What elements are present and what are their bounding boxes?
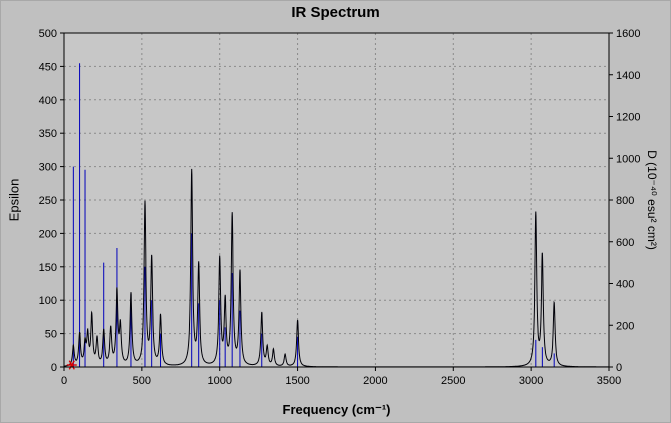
y-right-tick-label: 800 (616, 195, 634, 207)
y-right-tick-label: 200 (616, 320, 634, 332)
x-tick-label: 0 (61, 375, 67, 387)
y-left-tick-label: 100 (39, 295, 57, 307)
y-left-tick-label: 500 (39, 28, 57, 40)
y-left-tick-label: 400 (39, 95, 57, 107)
y-right-tick-label: 1400 (616, 70, 640, 82)
cursor-marker[interactable] (66, 360, 77, 370)
y-right-tick-label: 400 (616, 279, 634, 291)
y-right-tick-label: 1000 (616, 153, 640, 165)
x-tick-label: 500 (133, 375, 151, 387)
intensity-sticks (72, 63, 555, 367)
x-tick-label: 2000 (363, 375, 387, 387)
x-tick-label: 3000 (519, 375, 543, 387)
x-tick-label: 3500 (597, 375, 621, 387)
x-tick-label: 1500 (285, 375, 309, 387)
y-axis-label-right: D (10⁻⁴⁰ esu² cm²) (645, 150, 659, 250)
y-left-tick-label: 50 (45, 329, 57, 341)
chart-title: IR Spectrum (291, 4, 380, 21)
axis-ticks: 0 50 100 150 200 250 300 350 400 450 500 0 200 400 600… (39, 28, 641, 387)
y-left-tick-label: 250 (39, 195, 57, 207)
y-left-tick-label: 200 (39, 228, 57, 240)
y-right-tick-label: 0 (616, 362, 622, 374)
y-right-tick-label: 600 (616, 237, 634, 249)
y-left-tick-label: 0 (51, 362, 57, 374)
y-left-tick-label: 150 (39, 262, 57, 274)
y-left-tick-label: 450 (39, 61, 57, 73)
y-right-tick-label: 1600 (616, 28, 640, 40)
y-left-tick-label: 300 (39, 162, 57, 174)
y-right-tick-label: 1200 (616, 112, 640, 124)
y-left-tick-label: 350 (39, 128, 57, 140)
x-tick-label: 2500 (441, 375, 465, 387)
x-tick-label: 1000 (207, 375, 231, 387)
y-axis-label-left: Epsilon (6, 178, 22, 222)
x-axis-label: Frequency (cm⁻¹) (282, 402, 391, 417)
gridlines (64, 33, 609, 367)
